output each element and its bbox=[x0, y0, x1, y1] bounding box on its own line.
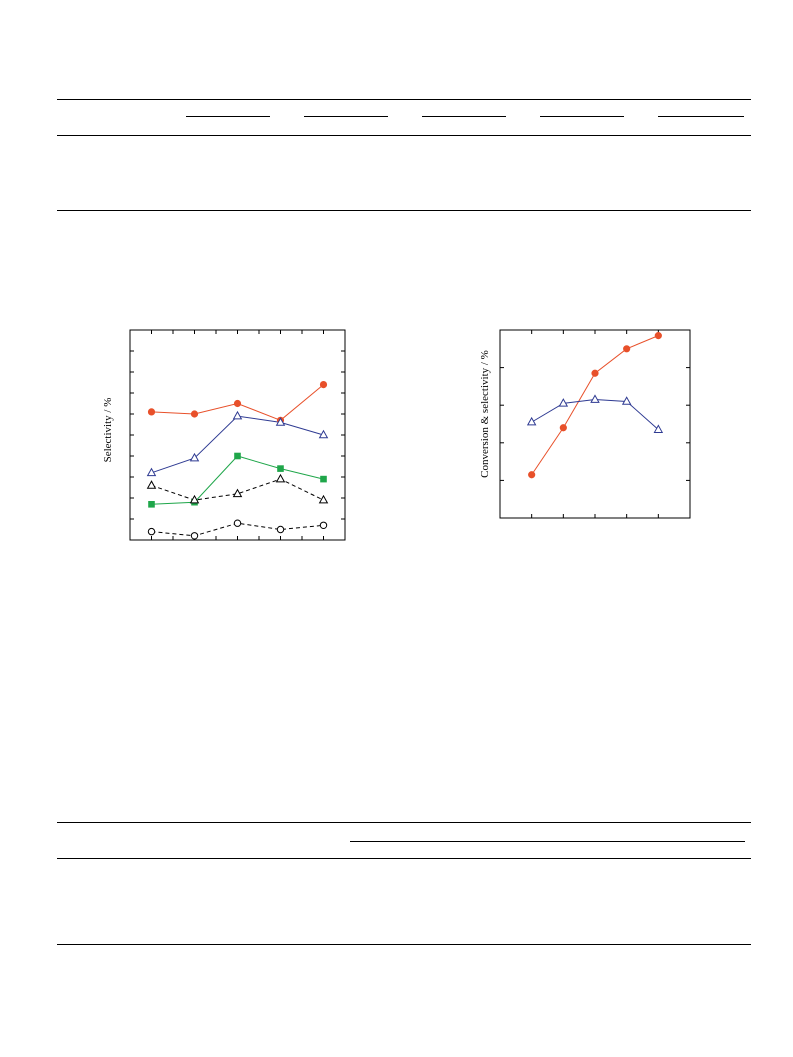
chart-1-series-0-point bbox=[319, 380, 328, 389]
chart-1-series-3-point bbox=[232, 488, 243, 498]
chart-1-svg bbox=[129, 329, 346, 541]
figure-1-selectivity-chart: Selectivity / % bbox=[100, 320, 360, 550]
chart-1-series-3-point bbox=[189, 494, 200, 504]
chart-2-svg bbox=[499, 329, 691, 519]
table-2-header-rule bbox=[57, 858, 751, 859]
table-1-header-rule bbox=[57, 135, 751, 136]
chart-2-series-0-point bbox=[623, 345, 631, 353]
chart-2-series-1-point bbox=[653, 424, 664, 433]
figure-2-conversion-chart: Conversion & selectivity / % bbox=[470, 320, 700, 530]
chart-2-series-1-point bbox=[621, 396, 632, 405]
chart-1-series-2-point bbox=[148, 501, 155, 508]
chart-1-series-3-point bbox=[318, 494, 329, 504]
chart-1-series-4-line bbox=[151, 522, 324, 537]
chart-1-series-4-point bbox=[319, 521, 328, 530]
table-2-top-rule bbox=[57, 822, 751, 823]
chart-2-series-1-point bbox=[526, 416, 537, 426]
table-2-bottom-rule bbox=[57, 944, 751, 945]
chart-1-y-axis-label: Selectivity / % bbox=[102, 397, 114, 463]
table-1-group-rule-4 bbox=[540, 116, 624, 117]
chart-1-series-2-point bbox=[234, 452, 241, 460]
chart-1-series-3-point bbox=[275, 473, 286, 483]
chart-1-series-4-point bbox=[190, 532, 199, 540]
chart-1-series-1-point bbox=[146, 467, 157, 477]
table-1-bottom-rule bbox=[57, 210, 751, 211]
chart-1-series-1-point bbox=[318, 429, 329, 439]
chart-1-series-2-point bbox=[277, 465, 284, 472]
chart-1-series-1-point bbox=[232, 410, 243, 420]
table-1-group-rule-1 bbox=[186, 116, 270, 117]
chart-1-series-3-point bbox=[146, 480, 157, 489]
table-1-group-rule-2 bbox=[304, 116, 388, 117]
chart-2-series-1-point bbox=[590, 394, 600, 403]
chart-2-series-0-line bbox=[531, 335, 659, 476]
chart-1-series-1-line bbox=[151, 415, 324, 474]
table-1-group-rule-3 bbox=[422, 116, 506, 117]
chart-1-series-1-point bbox=[275, 417, 286, 426]
chart-1-series-0-point bbox=[147, 408, 156, 416]
table-1-group-rule-5 bbox=[658, 116, 744, 117]
chart-1-plot-frame bbox=[129, 329, 346, 541]
chart-2-series-0-point bbox=[559, 424, 567, 432]
chart-1-series-0-point bbox=[190, 410, 199, 418]
chart-1-series-1-point bbox=[189, 452, 200, 462]
chart-1-series-2-point bbox=[320, 475, 327, 483]
chart-2-series-0-point bbox=[654, 332, 662, 340]
chart-2-series-0-point bbox=[528, 471, 536, 479]
table-2-group-rule bbox=[350, 841, 745, 842]
chart-1-series-3-line bbox=[151, 478, 324, 501]
chart-1-series-4-point bbox=[276, 525, 285, 534]
chart-1-series-4-point bbox=[147, 527, 156, 536]
chart-2-series-1-line bbox=[531, 399, 659, 431]
chart-1-series-0-point bbox=[233, 399, 242, 408]
chart-2-series-1-point bbox=[558, 398, 569, 407]
chart-2-series-0-point bbox=[591, 369, 599, 377]
table-1-top-rule bbox=[57, 99, 751, 100]
chart-1-series-4-point bbox=[233, 519, 242, 527]
chart-2-y-axis-label: Conversion & selectivity / % bbox=[479, 350, 491, 478]
